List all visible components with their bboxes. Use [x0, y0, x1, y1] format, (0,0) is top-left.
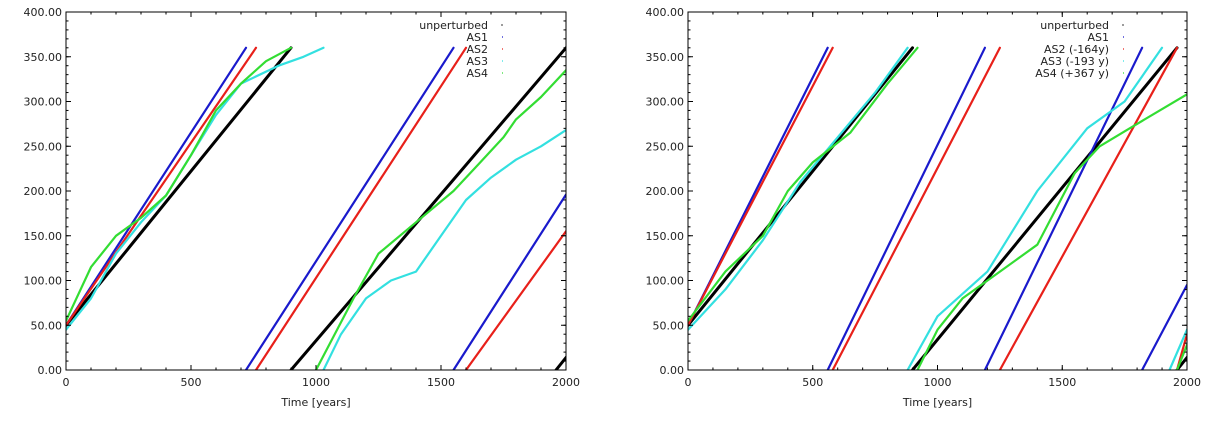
- x-tick-label: 0: [685, 376, 692, 389]
- x-tick-label: 0: [63, 376, 70, 389]
- y-tick-label: 250.00: [24, 140, 63, 153]
- legend-label-unperturbed: unperturbed: [1040, 19, 1109, 32]
- series-line-as3-193-y--2: [1168, 328, 1187, 370]
- legend-label-as2-164y-: AS2 (-164y): [1044, 43, 1109, 56]
- series-line-as4-1: [314, 69, 566, 370]
- y-tick-label: 100.00: [646, 275, 685, 288]
- y-tick-label: 150.00: [646, 230, 685, 243]
- series-line-as2-164y--1: [831, 46, 1002, 370]
- legend-marker: [501, 24, 503, 26]
- x-tick-label: 2000: [1173, 376, 1201, 389]
- series-line-as2-0: [66, 46, 258, 327]
- chart-panel-2: 0.00 50.00 100.00 150.00 200.00 250.00 300.00 3…: [646, 6, 1202, 409]
- legend-label-as4-367-y-: AS4 (+367 y): [1035, 67, 1109, 80]
- series-line-as3-193-y--0: [688, 46, 909, 331]
- series-line-as4-367-y--1: [916, 93, 1187, 370]
- y-tick-label: 50.00: [653, 319, 685, 332]
- series-line-as1-2: [452, 193, 566, 370]
- x-tick-label: 2000: [552, 376, 580, 389]
- x-axis-label: Time [years]: [280, 396, 350, 409]
- series-line-as2-164y--0: [688, 46, 834, 327]
- y-tick-label: 50.00: [31, 319, 63, 332]
- x-axis-label: Time [years]: [902, 396, 972, 409]
- x-tick-label: 500: [181, 376, 202, 389]
- legend-label-as2: AS2: [466, 43, 488, 56]
- y-tick-label: 350.00: [646, 51, 685, 64]
- y-tick-label: 400.00: [24, 6, 63, 19]
- series-line-as2-2: [464, 230, 566, 370]
- legend-label-as1: AS1: [1087, 31, 1109, 44]
- series-line-as4-367-y--2: [1175, 343, 1187, 370]
- series-group: [688, 46, 1187, 370]
- series-line-as1-0: [66, 46, 248, 327]
- legend-label-as3-193-y-: AS3 (-193 y): [1040, 55, 1109, 68]
- y-tick-label: 300.00: [646, 96, 685, 109]
- x-tick-label: 1500: [1048, 376, 1076, 389]
- y-tick-label: 300.00: [24, 96, 63, 109]
- y-tick-label: 0.00: [38, 364, 63, 377]
- series-line-unperturbed-1: [289, 46, 566, 370]
- y-tick-label: 250.00: [646, 140, 685, 153]
- series-line-as1-1: [244, 46, 455, 370]
- series-line-as4-0: [66, 46, 293, 322]
- y-tick-label: 350.00: [24, 51, 63, 64]
- legend-label-as4: AS4: [466, 67, 488, 80]
- series-line-as1-3: [1140, 283, 1187, 370]
- series-line-as1-2: [983, 46, 1144, 370]
- series-line-unperturbed-0: [66, 46, 293, 327]
- y-tick-label: 0.00: [660, 364, 685, 377]
- series-line-unperturbed-2: [554, 356, 566, 370]
- y-tick-label: 150.00: [24, 230, 63, 243]
- x-tick-label: 1000: [302, 376, 330, 389]
- series-line-as2-164y--2: [998, 46, 1179, 370]
- series-line-as2-1: [254, 46, 468, 370]
- legend-label-as1: AS1: [466, 31, 488, 44]
- legend-label-unperturbed: unperturbed: [419, 19, 488, 32]
- series-line-as3-0: [66, 46, 325, 331]
- y-tick-label: 200.00: [24, 185, 63, 198]
- plot-frame: [65, 11, 567, 371]
- x-tick-label: 1000: [924, 376, 952, 389]
- series-line-as3-1: [322, 129, 566, 370]
- series-line-unperturbed-1: [911, 46, 1179, 370]
- y-tick-label: 400.00: [646, 6, 685, 19]
- series-line-as3-193-y--1: [906, 46, 1164, 370]
- x-tick-label: 1500: [427, 376, 455, 389]
- y-tick-label: 100.00: [24, 275, 63, 288]
- series-line-unperturbed-0: [688, 46, 914, 327]
- legend-label-as3: AS3: [466, 55, 488, 68]
- x-tick-label: 500: [802, 376, 823, 389]
- y-tick-label: 200.00: [646, 185, 685, 198]
- series-line-as1-1: [826, 46, 987, 370]
- series-group: [66, 46, 566, 370]
- series-line-as4-367-y--0: [688, 46, 919, 322]
- chart-panel-1: 0.00 50.00 100.00 150.00 200.00 250.00 300.00 3…: [24, 6, 581, 409]
- legend-marker: [1122, 24, 1124, 26]
